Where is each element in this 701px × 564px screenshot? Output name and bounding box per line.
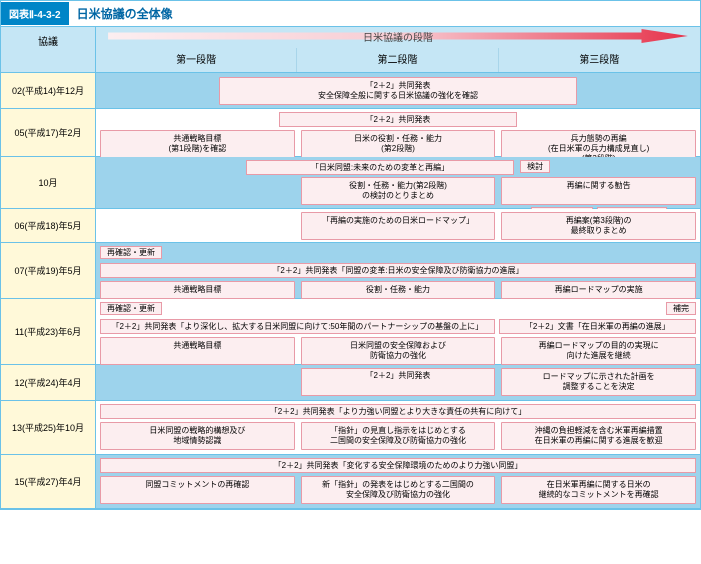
box-15-2: 新「指針」の発表をはじめとする二国間の 安全保障及び防衛協力の強化 [301,476,496,504]
stage-arrow-label: 日米協議の段階 [96,29,700,44]
row-02: 「2＋2」共同発表 安全保障全般に関する日米協議の強化を確認 [96,73,700,109]
box-12-3: ロードマップに示された計画を 調整することを決定 [501,368,696,396]
tag-11: 再確認・更新 [100,302,162,315]
stage-header: 日米協議の段階 第一段階 第二段階 第三段階 [96,27,700,73]
box-13-2: 「指針」の見直し指示をはじめとする 二国間の安全保障及び防衛協力の強化 [301,422,496,450]
stage-2: 第二段階 [297,48,498,72]
row-15: 「2＋2」共同発表「変化する安全保障環境のためのより力強い同盟」 同盟コミットメ… [96,455,700,509]
row-10m: 「日米同盟:未来のための変革と再編」 検討 役割・任務・能力(第2段階) の検討… [96,157,700,209]
box-15-1: 同盟コミットメントの再確認 [100,476,295,504]
banner-13: 「2＋2」共同発表「より力強い同盟とより大きな責任の共有に向けて」 [100,404,696,419]
box-10-3: 再編に関する勧告 [501,177,696,205]
banner-11: 「2＋2」共同発表「より深化し、拡大する日米同盟に向けて:50年間のパートナーシ… [100,319,495,334]
stage-3: 第三段階 [499,48,700,72]
row-12: 「2＋2」共同発表 ロードマップに示された計画を 調整することを決定 [96,365,700,401]
box-15-3: 在日米軍再編に関する日米の 継続的なコミットメントを再確認 [501,476,696,504]
header-left: 協議 [1,27,95,73]
banner-07: 「2＋2」共同発表「同盟の変革:日米の安全保障及び防衛協力の進展」 [100,263,696,278]
figure-title: 日米協議の全体像 [69,1,181,26]
date-05: 05(平成17)年2月 [1,109,95,157]
box-06-2: 「再編の実施のための日米ロードマップ」 [301,212,496,240]
content-column: 日米協議の段階 第一段階 第二段階 第三段階 「2＋2」共同発表 安全保障全般に… [96,27,700,509]
banner-10: 「日米同盟:未来のための変革と再編」 [246,160,514,175]
box-07-3: 再編ロードマップの実施 [501,281,696,299]
date-13: 13(平成25)年10月 [1,401,95,455]
box-13-1: 日米同盟の戦略的構想及び 地域情勢認識 [100,422,295,450]
date-06: 06(平成18)年5月 [1,209,95,243]
box-07-2: 役割・任務・能力 [301,281,496,299]
date-07: 07(平成19)年5月 [1,243,95,299]
box-11-1: 共通戦略目標 [100,337,295,365]
row-05: 「2＋2」共同発表 共通戦略目標 (第1段階)を確認 日米の役割・任務・能力 (… [96,109,700,157]
figure-container: 図表Ⅱ-4-3-2 日米協議の全体像 協議 02(平成14)年12月 05(平成… [0,0,701,510]
date-column: 協議 02(平成14)年12月 05(平成17)年2月 10月 06(平成18)… [1,27,96,509]
box-07-1: 共通戦略目標 [100,281,295,299]
banner-11r: 「2＋2」文書「在日米軍の再編の進展」 [499,319,696,334]
box-11-3: 再編ロードマップの目的の実現に 向けた進展を継続 [501,337,696,365]
main-grid: 協議 02(平成14)年12月 05(平成17)年2月 10月 06(平成18)… [1,27,700,509]
date-15: 15(平成27)年4月 [1,455,95,509]
date-10m: 10月 [1,157,95,209]
banner-05: 「2＋2」共同発表 [279,112,517,127]
title-bar: 図表Ⅱ-4-3-2 日米協議の全体像 [1,1,700,27]
box-10-2: 役割・任務・能力(第2段階) の検討のとりまとめ [301,177,496,205]
box-11-2: 日米同盟の安全保障および 防衛協力の強化 [301,337,496,365]
date-12: 12(平成24)年4月 [1,365,95,401]
stage-arrow-bar: 日米協議の段階 [96,27,700,45]
banner-15: 「2＋2」共同発表「変化する安全保障環境のためのより力強い同盟」 [100,458,696,473]
box-06-3: 再編案(第3段階)の 最終取りまとめ [501,212,696,240]
banner-12: 「2＋2」共同発表 [301,368,496,396]
date-02: 02(平成14)年12月 [1,73,95,109]
box-13-3: 沖縄の負担軽減を含む米軍再編措置 在日米軍の再編に関する進展を歓迎 [501,422,696,450]
stage-1: 第一段階 [96,48,297,72]
date-11: 11(平成23)年6月 [1,299,95,365]
figure-tag: 図表Ⅱ-4-3-2 [1,2,69,25]
row-06: 「再編の実施のための日米ロードマップ」 再編案(第3段階)の 最終取りまとめ [96,209,700,243]
row-07: 再確認・更新 「2＋2」共同発表「同盟の変革:日米の安全保障及び防衛協力の進展」… [96,243,700,299]
row-13: 「2＋2」共同発表「より力強い同盟とより大きな責任の共有に向けて」 日米同盟の戦… [96,401,700,455]
row-11: 再確認・更新 補完 「2＋2」共同発表「より深化し、拡大する日米同盟に向けて:5… [96,299,700,365]
box-02-banner: 「2＋2」共同発表 安全保障全般に関する日米協議の強化を確認 [219,77,577,105]
tag-07: 再確認・更新 [100,246,162,259]
tag-11r: 補完 [666,302,696,315]
tag-10: 検討 [520,160,550,173]
